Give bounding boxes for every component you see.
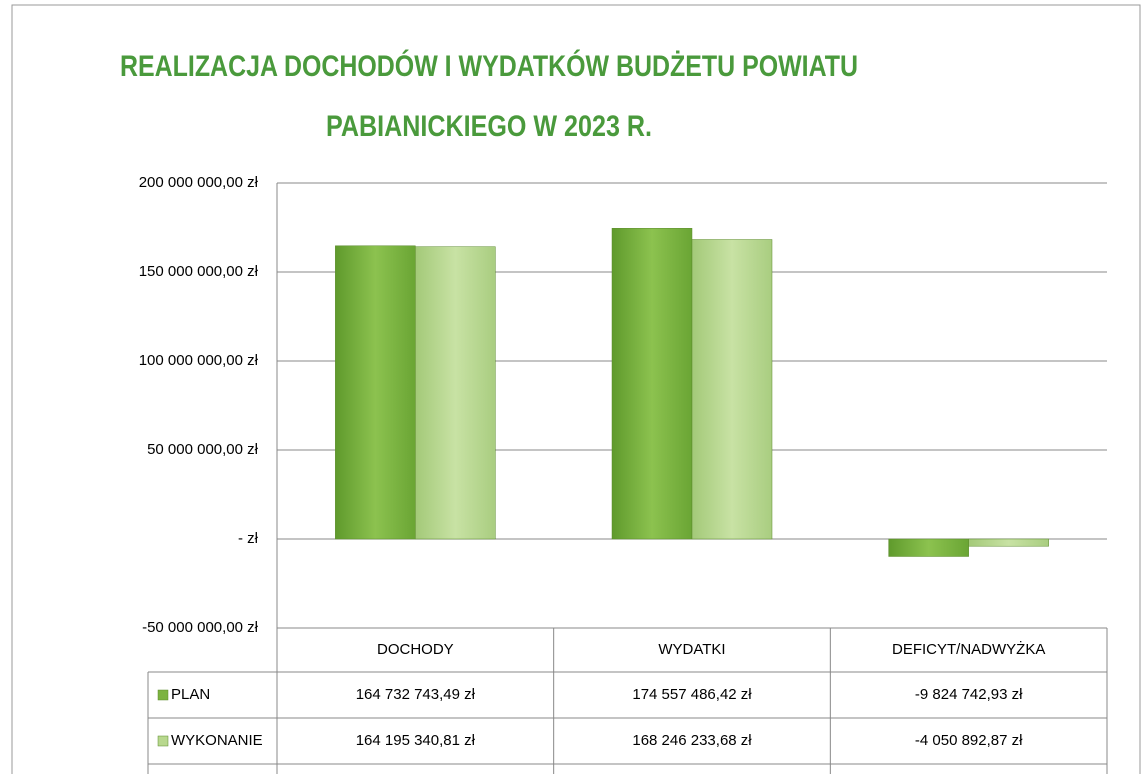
bar bbox=[888, 538, 969, 557]
chart-title: PABIANICKIEGO W 2023 R. bbox=[326, 110, 652, 143]
bar bbox=[691, 239, 773, 540]
legend-label: WYKONANIE bbox=[171, 732, 263, 749]
x-tick-label: WYDATKI bbox=[658, 641, 725, 658]
bar bbox=[415, 246, 496, 540]
bar bbox=[611, 228, 693, 540]
y-tick-label: - zł bbox=[238, 530, 259, 547]
y-tick-label: -50 000 000,00 zł bbox=[142, 619, 259, 636]
y-tick-label: 200 000 000,00 zł bbox=[139, 174, 259, 191]
x-tick-label: DOCHODY bbox=[377, 641, 454, 658]
table-value: 164 195 340,81 zł bbox=[356, 732, 476, 749]
legend-swatch bbox=[157, 689, 169, 701]
table-value: 174 557 486,42 zł bbox=[632, 686, 752, 703]
table-value: 168 246 233,68 zł bbox=[632, 732, 752, 749]
x-tick-label: DEFICYT/NADWYŻKA bbox=[892, 640, 1045, 658]
legend-label: PLAN bbox=[171, 686, 210, 703]
table-value: 164 732 743,49 zł bbox=[356, 686, 476, 703]
legend-swatch bbox=[157, 735, 169, 747]
bar bbox=[968, 538, 1049, 547]
table-value: -9 824 742,93 zł bbox=[915, 686, 1023, 703]
y-tick-label: 150 000 000,00 zł bbox=[139, 263, 259, 280]
bar bbox=[335, 245, 416, 540]
y-tick-label: 100 000 000,00 zł bbox=[139, 352, 259, 369]
chart-title: REALIZACJA DOCHODÓW I WYDATKÓW BUDŻETU P… bbox=[120, 49, 858, 83]
table-value: -4 050 892,87 zł bbox=[915, 732, 1023, 749]
y-tick-label: 50 000 000,00 zł bbox=[147, 441, 259, 458]
frame bbox=[11, 4, 1141, 774]
